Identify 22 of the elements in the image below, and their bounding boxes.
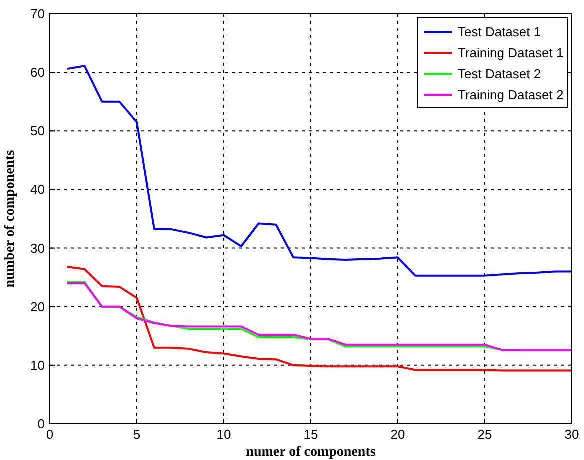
y-tick-label: 50 [30, 124, 45, 139]
legend-label: Test Dataset 2 [458, 66, 542, 82]
y-tick-label: 40 [30, 182, 45, 198]
legend-label: Training Dataset 1 [458, 46, 564, 60]
y-tick-label: 20 [30, 299, 45, 314]
x-tick-label: 25 [478, 427, 492, 442]
y-tick-label: 70 [30, 6, 45, 22]
x-tick-label: 20 [390, 427, 406, 442]
x-tick-label: 5 [133, 427, 141, 442]
y-tick-label: 10 [30, 358, 45, 373]
y-axis-title: number of components [3, 150, 18, 288]
y-tick-label: 0 [38, 416, 45, 432]
line-series [66, 65, 573, 277]
line-series [66, 266, 573, 372]
y-tick-label: 60 [30, 65, 45, 80]
legend-label: Test Dataset 1 [458, 24, 542, 40]
legend-label: Training Dataset 2 [458, 88, 564, 102]
x-axis-title: numer of components [246, 445, 376, 460]
x-tick-label: 30 [564, 427, 580, 442]
x-tick-label: 15 [304, 427, 318, 442]
y-tick-label: 30 [30, 240, 45, 256]
x-tick-label: 10 [216, 427, 232, 442]
